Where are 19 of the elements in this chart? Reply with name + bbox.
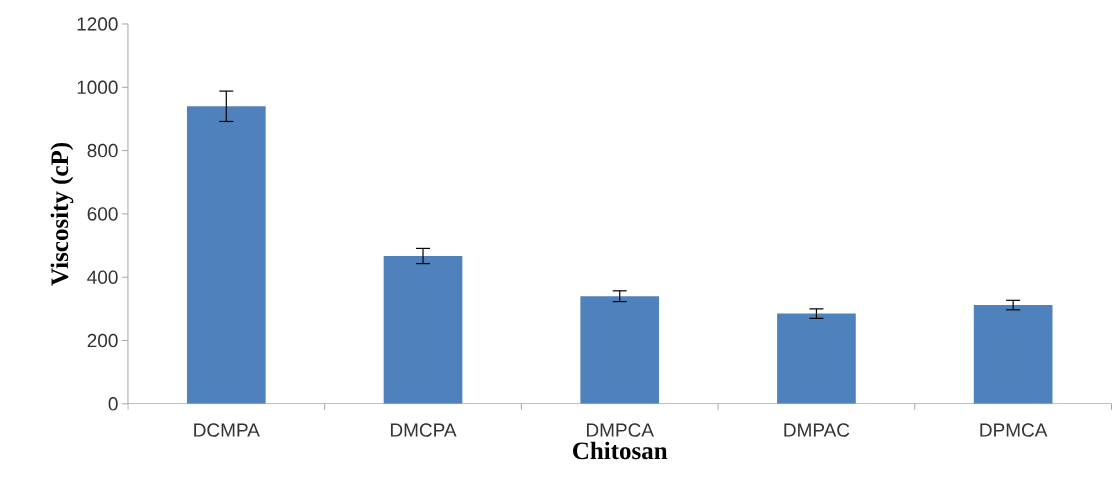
y-tick-label: 800	[87, 143, 118, 158]
bar	[777, 313, 856, 404]
y-tick-label: 0	[108, 397, 118, 411]
x-tick-label: DMPAC	[784, 423, 850, 437]
y-tick-label: 400	[87, 270, 118, 285]
x-axis-title: Chitosan	[573, 441, 668, 460]
x-tick-label: DMPCA	[586, 423, 654, 437]
y-tick-label: 200	[87, 333, 118, 348]
x-tick-label: DCMPA	[194, 423, 260, 437]
bar	[383, 256, 463, 404]
y-axis-title: Viscosity (cP)	[50, 143, 74, 286]
y-tick-label: 600	[87, 207, 118, 221]
bar	[186, 106, 266, 404]
bar	[580, 296, 660, 404]
x-tick-label: DMCPA	[390, 423, 457, 437]
x-tick-label: DPMCA	[980, 423, 1048, 437]
bar	[973, 305, 1053, 404]
y-tick-label: 1000	[77, 80, 118, 95]
y-tick-label: 1200	[77, 17, 118, 31]
